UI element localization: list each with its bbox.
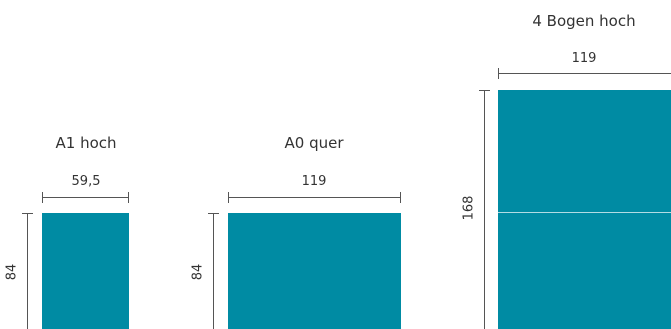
width-dimension-line bbox=[228, 197, 401, 198]
width-tick-right bbox=[128, 192, 129, 203]
width-tick-left bbox=[498, 68, 499, 79]
height-dimension-line bbox=[484, 90, 485, 329]
height-tick-top bbox=[22, 213, 33, 214]
sheet-divider bbox=[498, 212, 671, 213]
format-title: A0 quer bbox=[284, 134, 344, 152]
width-label: 119 bbox=[571, 51, 597, 66]
width-dimension-line bbox=[42, 197, 129, 198]
width-dimension-line bbox=[498, 73, 671, 74]
sheet-rect bbox=[42, 213, 129, 329]
sheet-rect bbox=[498, 90, 671, 329]
height-dimension-line bbox=[213, 213, 214, 329]
format-title: A1 hoch bbox=[55, 134, 117, 152]
width-tick-right bbox=[400, 192, 401, 203]
sheet-rect bbox=[228, 213, 401, 329]
height-label: 168 bbox=[461, 195, 477, 221]
format-title: 4 Bogen hoch bbox=[532, 12, 636, 30]
width-tick-left bbox=[42, 192, 43, 203]
width-label: 119 bbox=[301, 174, 327, 189]
height-tick-top bbox=[479, 90, 490, 91]
height-dimension-line bbox=[27, 213, 28, 329]
width-tick-left bbox=[228, 192, 229, 203]
height-label: 84 bbox=[4, 263, 20, 281]
height-label: 84 bbox=[190, 263, 206, 281]
width-label: 59,5 bbox=[71, 174, 101, 189]
height-tick-top bbox=[208, 213, 219, 214]
